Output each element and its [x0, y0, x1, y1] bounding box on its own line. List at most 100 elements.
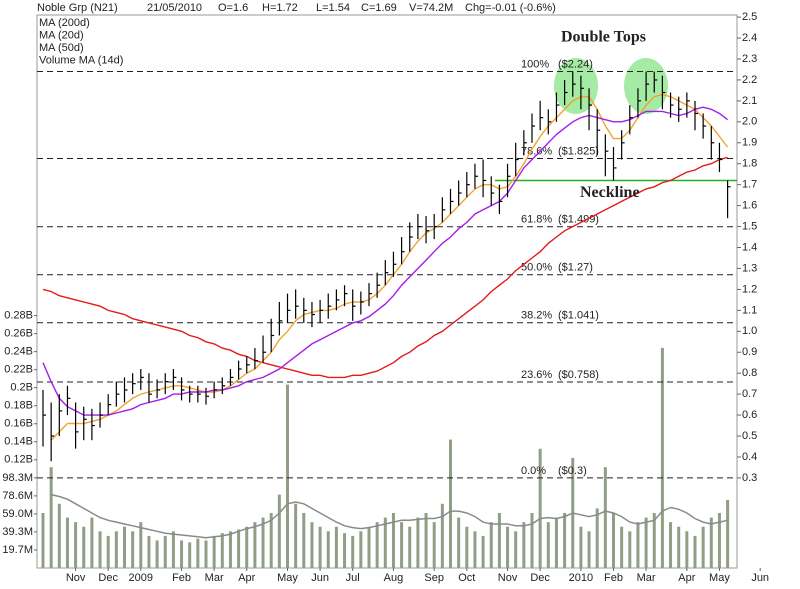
volume-bar — [579, 526, 583, 568]
y-tick-label: 1.1 — [742, 304, 757, 316]
y-tick-label: 0.6 — [742, 409, 757, 421]
volume-bar — [603, 467, 607, 568]
volume-bar — [473, 531, 477, 568]
x-tick-label: May — [277, 572, 298, 584]
legend-entry: Volume MA (14d) — [39, 54, 123, 66]
x-tick-label: Dec — [98, 572, 118, 584]
y-tick-label: 2.3 — [742, 53, 757, 65]
y-tick-label: 1.8 — [742, 158, 757, 170]
fib-price: ($1.825) — [558, 145, 599, 157]
volume-bar — [717, 512, 721, 568]
y-tick-label: 0.8 — [742, 367, 757, 379]
y2-tick-label: 0.12B — [4, 454, 33, 466]
x-tick-label: Apr — [678, 572, 695, 584]
volume-bar — [709, 517, 713, 568]
header-field: 21/05/2010 — [147, 2, 202, 14]
ma-line — [50, 93, 729, 441]
x-tick-label: Mar — [205, 572, 224, 584]
volume-bar — [82, 526, 86, 568]
x-tick-label: Mar — [637, 572, 656, 584]
y-tick-label: 1.6 — [742, 200, 757, 212]
volume-bar — [538, 448, 542, 568]
y-tick-label: 1.9 — [742, 137, 757, 149]
y-tick-label: 0.5 — [742, 430, 757, 442]
volume-bar — [286, 384, 289, 568]
plot-frame — [36, 14, 738, 569]
legend-entry: MA (200d) — [39, 17, 90, 29]
header-field: O=1.6 — [218, 2, 248, 14]
volume-bar — [408, 526, 412, 568]
header-field: Chg=-0.01 (-0.6%) — [465, 2, 556, 14]
ma-line — [42, 106, 729, 416]
volume-bar — [261, 517, 265, 568]
volume-bar — [277, 494, 281, 568]
volume-bar — [310, 522, 314, 568]
legend-entry: MA (20d) — [39, 29, 84, 41]
legend-entry: MA (50d) — [39, 42, 84, 54]
volume-bar — [155, 540, 159, 568]
volume-bar — [669, 522, 673, 568]
volume-bar — [432, 522, 436, 568]
y-tick-label: 0.9 — [742, 346, 757, 358]
y-tick-label: 2.0 — [742, 116, 757, 128]
volume-bar — [204, 540, 208, 568]
volume-bar — [302, 512, 306, 568]
y-tick-label: 1.4 — [742, 241, 757, 253]
y2-tick-label: 39.3M — [2, 526, 33, 538]
volume-bar — [294, 503, 298, 568]
y2-tick-label: 0.28B — [4, 309, 33, 321]
volume-bar — [343, 533, 347, 568]
y-tick-label: 0.4 — [742, 451, 757, 463]
volume-bar — [481, 535, 485, 568]
volume-bar — [114, 531, 118, 568]
volume-bar — [546, 522, 550, 568]
volume-bar — [587, 531, 591, 568]
volume-bar — [220, 533, 224, 568]
volume-ma-line — [50, 493, 728, 539]
volume-bar — [253, 522, 257, 568]
volume-bar — [245, 526, 249, 568]
y-tick-label: 2.5 — [742, 11, 757, 23]
header-field: L=1.54 — [316, 2, 350, 14]
fib-price: ($1.27) — [558, 262, 593, 274]
volume-bar — [212, 535, 216, 568]
y-tick-label: 2.1 — [742, 95, 757, 107]
volume-bar — [489, 522, 493, 568]
x-tick-label: Dec — [530, 572, 550, 584]
volume-bar — [131, 531, 135, 568]
volume-bar — [351, 535, 355, 568]
volume-bar — [391, 512, 395, 568]
y2-tick-label: 0.14B — [4, 436, 33, 448]
fib-percent: 50.0% — [521, 262, 552, 274]
x-tick-label: Jul — [346, 572, 360, 584]
fib-price: ($1.499) — [558, 214, 599, 226]
volume-bar — [400, 522, 404, 568]
volume-bar — [514, 531, 518, 568]
x-tick-label: Feb — [604, 572, 623, 584]
volume-bar — [701, 526, 705, 568]
volume-bar — [612, 512, 615, 568]
x-tick-label: Jun — [311, 572, 329, 584]
volume-bar — [98, 531, 102, 568]
volume-bar — [383, 517, 387, 568]
volume-bar — [449, 439, 452, 568]
y-tick-label: 0.7 — [742, 388, 757, 400]
fib-price: ($1.041) — [558, 310, 599, 322]
volume-bar — [123, 526, 126, 568]
volume-bar — [147, 535, 151, 568]
volume-bar — [522, 522, 526, 568]
fib-percent: 23.6% — [521, 369, 552, 381]
volume-bar — [628, 531, 632, 568]
volume-bar — [554, 517, 558, 568]
y-tick-label: 1.5 — [742, 220, 757, 232]
volume-bar — [180, 540, 184, 568]
volume-bar — [334, 526, 338, 568]
volume-bar — [726, 499, 730, 568]
volume-bar — [106, 535, 110, 568]
volume-bar — [74, 522, 78, 568]
ma-line — [42, 156, 728, 379]
volume-bar — [139, 522, 143, 568]
volume-bar — [424, 512, 428, 568]
volume-bar — [196, 538, 200, 568]
